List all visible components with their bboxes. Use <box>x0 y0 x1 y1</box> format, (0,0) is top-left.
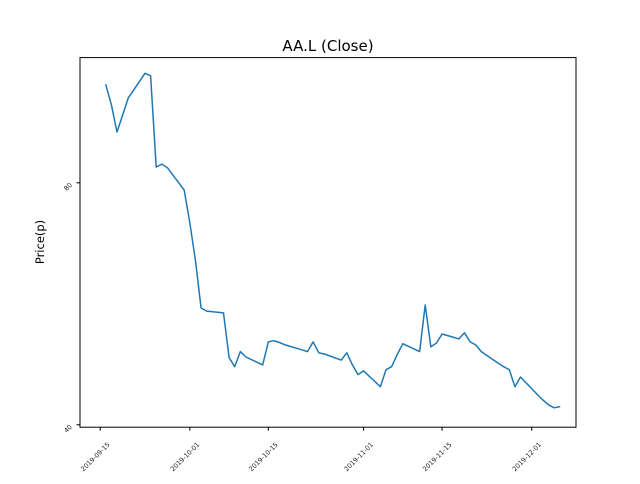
y-axis-label: Price(p) <box>33 219 47 265</box>
x-tick-label: 2019-12-01 <box>511 441 543 473</box>
y-tick-label: 80 <box>62 181 74 193</box>
x-tick-label: 2019-10-01 <box>169 441 201 473</box>
x-tick-label: 2019-11-01 <box>343 441 375 473</box>
axes-frame <box>79 57 577 428</box>
price-line <box>105 72 561 409</box>
x-tick-label: 2019-09-15 <box>79 441 111 473</box>
x-tick-label: 2019-10-15 <box>247 441 279 473</box>
x-tick-label: 2019-11-15 <box>421 441 453 473</box>
y-tick-label: 40 <box>62 423 74 435</box>
chart-title: AA.L (Close) <box>282 37 374 55</box>
